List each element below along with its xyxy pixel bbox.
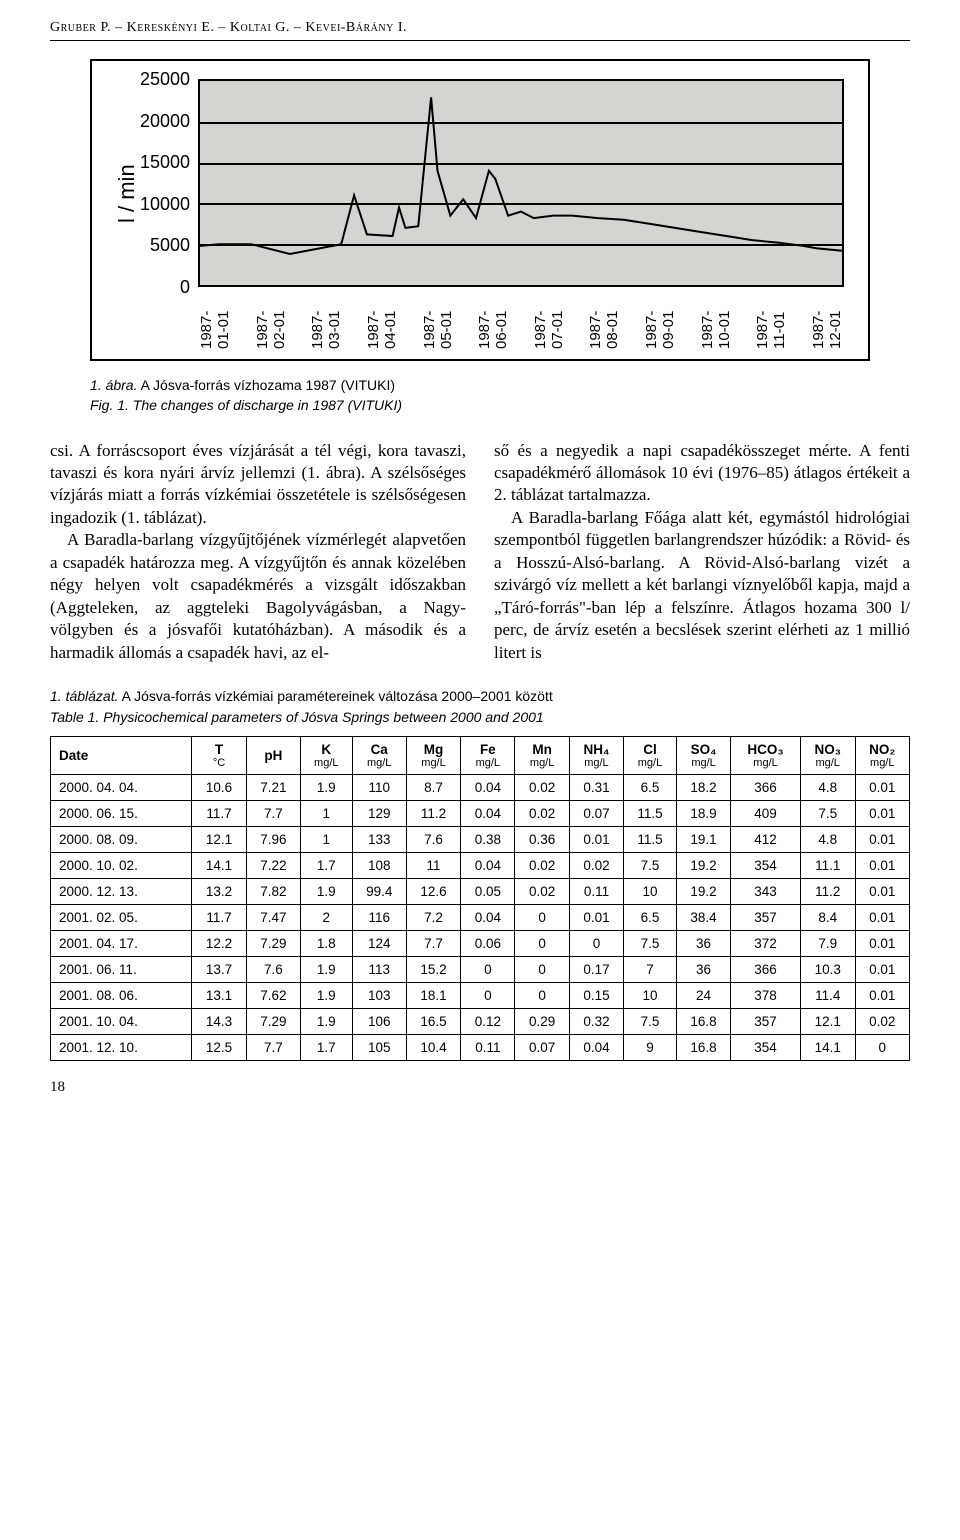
table-row: 2001. 08. 06.13.17.621.910318.1000.15102… <box>51 982 910 1008</box>
table-row: 2000. 12. 13.13.27.821.999.412.60.050.02… <box>51 878 910 904</box>
table-header-cell: SO₄mg/L <box>676 736 730 774</box>
table-row: 2000. 08. 09.12.17.9611337.60.380.360.01… <box>51 826 910 852</box>
table-caption: 1. táblázat. A Jósva-forrás vízkémiai pa… <box>50 686 910 728</box>
table-header-cell: pH <box>246 736 300 774</box>
table-header-cell: Camg/L <box>352 736 406 774</box>
table-body: 2000. 04. 04.10.67.211.91108.70.040.020.… <box>51 774 910 1060</box>
table-row: 2000. 04. 04.10.67.211.91108.70.040.020.… <box>51 774 910 800</box>
parameters-table: DateT°CpHKmg/LCamg/LMgmg/LFemg/LMnmg/LNH… <box>50 736 910 1061</box>
figure-caption-text: A Jósva-forrás vízhozama 1987 (VITUKI) <box>137 377 395 393</box>
discharge-chart: l / min 2500020000150001000050000 1987-0… <box>90 59 870 361</box>
table-row: 2001. 10. 04.14.37.291.910616.50.120.290… <box>51 1008 910 1034</box>
chart-ylabel: l / min <box>110 79 140 349</box>
table-header-cell: Mnmg/L <box>515 736 569 774</box>
figure-caption-en: Fig. 1. The changes of discharge in 1987… <box>90 397 402 413</box>
table-caption-label: 1. táblázat. <box>50 688 119 704</box>
table-row: 2001. 06. 11.13.77.61.911315.2000.177363… <box>51 956 910 982</box>
page-number: 18 <box>50 1079 910 1096</box>
table-row: 2001. 02. 05.11.77.4721167.20.0400.016.5… <box>51 904 910 930</box>
table-row: 2000. 10. 02.14.17.221.7108110.040.020.0… <box>51 852 910 878</box>
table-header-row: DateT°CpHKmg/LCamg/LMgmg/LFemg/LMnmg/LNH… <box>51 736 910 774</box>
table-header-cell: Kmg/L <box>301 736 353 774</box>
figure-caption: 1. ábra. A Jósva-forrás vízhozama 1987 (… <box>90 375 870 416</box>
table-header-cell: HCO₃mg/L <box>731 736 801 774</box>
body-text: csi. A forráscsoport éves vízjárását a t… <box>50 440 910 664</box>
author-header: Gruber P. – Kereskényi E. – Koltai G. – … <box>50 20 910 41</box>
chart-yaxis: 2500020000150001000050000 <box>140 79 198 349</box>
figure-caption-label: 1. ábra. <box>90 377 137 393</box>
chart-plot-area <box>198 79 844 287</box>
chart-xaxis: 1987-01-011987-02-011987-03-011987-04-01… <box>198 287 844 349</box>
table-header-cell: NO₃mg/L <box>800 736 855 774</box>
table-row: 2001. 12. 10.12.57.71.710510.40.110.070.… <box>51 1034 910 1060</box>
table-header-cell: Clmg/L <box>624 736 677 774</box>
table-header-cell: Date <box>51 736 192 774</box>
table-row: 2000. 06. 15.11.77.7112911.20.040.020.07… <box>51 800 910 826</box>
body-col1: csi. A forráscsoport éves vízjárását a t… <box>50 440 466 664</box>
table-header-cell: Femg/L <box>461 736 515 774</box>
table-caption-text: A Jósva-forrás vízkémiai paramétereinek … <box>119 688 553 704</box>
body-col2: ső és a negyedik a napi csapadékösszeget… <box>494 440 910 664</box>
table-header-cell: NH₄mg/L <box>569 736 623 774</box>
table-caption-en: Table 1. Physicochemical parameters of J… <box>50 709 544 725</box>
table-header-cell: T°C <box>192 736 246 774</box>
table-header-cell: Mgmg/L <box>406 736 460 774</box>
table-header-cell: NO₂mg/L <box>855 736 909 774</box>
table-row: 2001. 04. 17.12.27.291.81247.70.06007.53… <box>51 930 910 956</box>
